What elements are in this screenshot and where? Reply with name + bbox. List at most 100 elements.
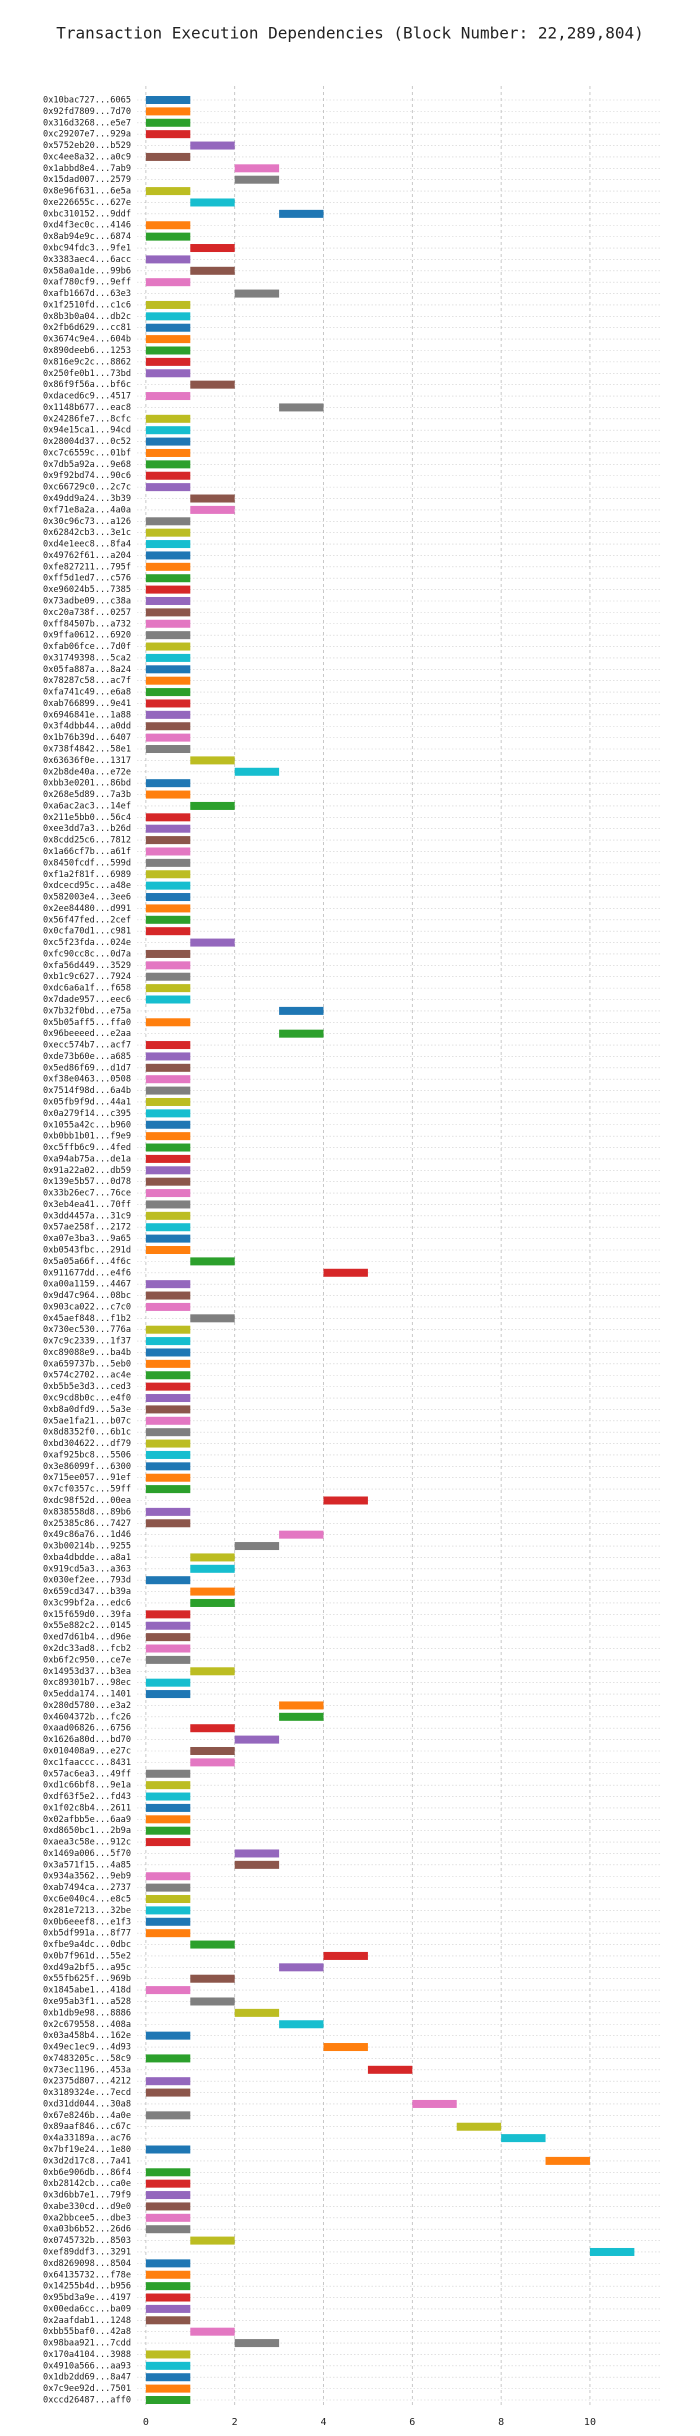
- bar: [145, 2304, 191, 2313]
- bar: [145, 972, 191, 981]
- y-tick-label: 0x8cdd25c6...7812: [43, 836, 131, 846]
- bar: [323, 1496, 368, 1505]
- y-tick-label: 0x8ab94e9c...6874: [43, 232, 131, 242]
- bar: [145, 961, 191, 970]
- bar: [145, 357, 191, 366]
- bar: [145, 221, 191, 230]
- bar: [545, 2156, 590, 2165]
- bar: [145, 699, 191, 708]
- bar: [145, 858, 191, 867]
- y-tick-label: 0x659cd347...b39a: [43, 1587, 131, 1597]
- y-tick-label: 0xc89088e9...ba4b: [43, 1348, 131, 1358]
- bar: [145, 722, 191, 731]
- y-tick-label: 0xd31dd044...30a8: [43, 2099, 131, 2109]
- bar: [145, 608, 191, 617]
- bar: [190, 505, 235, 514]
- bar: [145, 2361, 191, 2370]
- y-tick-label: 0x3d2d17c8...7a41: [43, 2156, 131, 2166]
- bar: [190, 1553, 235, 1562]
- y-tick-label: 0x14255b4d...b956: [43, 2282, 131, 2292]
- y-tick-label: 0x94e15ca1...94cd: [43, 426, 131, 436]
- y-tick-label: 0xd8269098...8504: [43, 2259, 131, 2269]
- y-tick-label: 0x5edda174...1401: [43, 1690, 131, 1700]
- bar: [145, 1075, 191, 1084]
- y-tick-label: 0xa07e3ba3...9a65: [43, 1234, 131, 1244]
- bar: [145, 2350, 191, 2359]
- y-tick-label: 0x4604372b...fc26: [43, 1712, 131, 1722]
- y-tick-label: 0xc9cd8b0c...e4f0: [43, 1394, 131, 1404]
- bar: [190, 1314, 235, 1323]
- y-tick-label: 0x730ec530...776a: [43, 1325, 131, 1335]
- bar: [145, 790, 191, 799]
- y-tick-label: 0x3eb4ea41...70ff: [43, 1200, 131, 1210]
- y-tick-label: 0xc7c6559c...01bf: [43, 448, 131, 458]
- y-tick-label: 0x7dade957...eec6: [43, 995, 131, 1005]
- y-tick-label: 0xff5d1ed7...c576: [43, 574, 131, 584]
- y-tick-label: 0xa659737b...5eb0: [43, 1359, 131, 1369]
- bar: [145, 813, 191, 822]
- bar: [145, 1576, 191, 1585]
- y-tick-label: 0x62842cb3...3e1c: [43, 528, 131, 538]
- y-tick-label: 0xb8a0dfd9...5a3e: [43, 1405, 131, 1415]
- y-tick-label: 0xbd304622...df79: [43, 1439, 131, 1449]
- bar: [190, 1587, 235, 1596]
- y-tick-label: 0xdf63f5e2...fd43: [43, 1792, 131, 1802]
- bar: [145, 1781, 191, 1790]
- bar: [145, 448, 191, 457]
- bar: [190, 198, 235, 207]
- y-tick-label: 0x3383aec4...6acc: [43, 255, 131, 265]
- bar: [145, 2373, 191, 2382]
- y-tick-label: 0x8b3b0a04...db2c: [43, 312, 131, 322]
- bar: [145, 1644, 191, 1653]
- y-tick-label: 0xfa741c49...e6a8: [43, 688, 131, 698]
- y-tick-label: 0x15dad007...2579: [43, 175, 131, 185]
- bar: [145, 1655, 191, 1664]
- y-tick-label: 0xbb3e0201...86bd: [43, 779, 131, 789]
- y-tick-label: 0x49ec1ec9...4d93: [43, 2043, 131, 2053]
- bar: [145, 1906, 191, 1915]
- chart-title: Transaction Execution Dependencies (Bloc…: [56, 24, 644, 43]
- x-tick-label: 8: [498, 2417, 504, 2428]
- bar: [145, 745, 191, 754]
- bar: [190, 141, 235, 150]
- y-tick-label: 0xbc310152...9ddf: [43, 209, 131, 219]
- bar: [145, 1872, 191, 1881]
- y-tick-label: 0xf1a2f81f...6989: [43, 870, 131, 880]
- y-tick-label: 0x7b32f0bd...e75a: [43, 1006, 131, 1016]
- y-tick-label: 0x49c86a76...1d46: [43, 1530, 131, 1540]
- bar: [145, 1826, 191, 1835]
- bar: [145, 642, 191, 651]
- y-tick-label: 0x2c679558...408a: [43, 2020, 131, 2030]
- y-tick-label: 0xb0bb1b01...f9e9: [43, 1132, 131, 1142]
- bar: [190, 2327, 235, 2336]
- y-tick-label: 0x268e5d89...7a3b: [43, 790, 131, 800]
- bar: [145, 1177, 191, 1186]
- bar: [145, 1063, 191, 1072]
- bar: [367, 2065, 413, 2074]
- bar: [145, 1507, 191, 1516]
- y-tick-label: 0x7cf0357c...59ff: [43, 1485, 131, 1495]
- bar: [145, 1883, 191, 1892]
- bar: [234, 1542, 280, 1551]
- y-tick-label: 0x0cfa70d1...c981: [43, 927, 131, 937]
- bar: [145, 1359, 191, 1368]
- bar: [279, 1006, 324, 1015]
- y-tick-label: 0x64135732...f78e: [43, 2270, 131, 2280]
- y-tick-label: 0x3dd4457a...31c9: [43, 1211, 131, 1221]
- y-tick-label: 0x1f02c8b4...2611: [43, 1803, 131, 1813]
- y-tick-label: 0x3b00214b...9255: [43, 1542, 131, 1552]
- bar: [145, 984, 191, 993]
- y-tick-label: 0xba4dbdde...a8a1: [43, 1553, 131, 1563]
- bar: [145, 596, 191, 605]
- y-tick-label: 0x30c96c73...a126: [43, 517, 131, 527]
- y-tick-label: 0x2375d807...4212: [43, 2077, 131, 2087]
- bar: [145, 414, 191, 423]
- y-tick-label: 0x934a3562...9eb9: [43, 1872, 131, 1882]
- y-tick-label: 0x738f4842...58e1: [43, 745, 131, 755]
- y-tick-label: 0xd4f3ec0c...4146: [43, 221, 131, 231]
- y-tick-label: 0xc4ee8a32...a0c9: [43, 152, 131, 162]
- y-tick-label: 0xee3dd7a3...b26d: [43, 824, 131, 834]
- bar: [145, 1337, 191, 1346]
- bar: [145, 118, 191, 127]
- bar: [145, 1690, 191, 1699]
